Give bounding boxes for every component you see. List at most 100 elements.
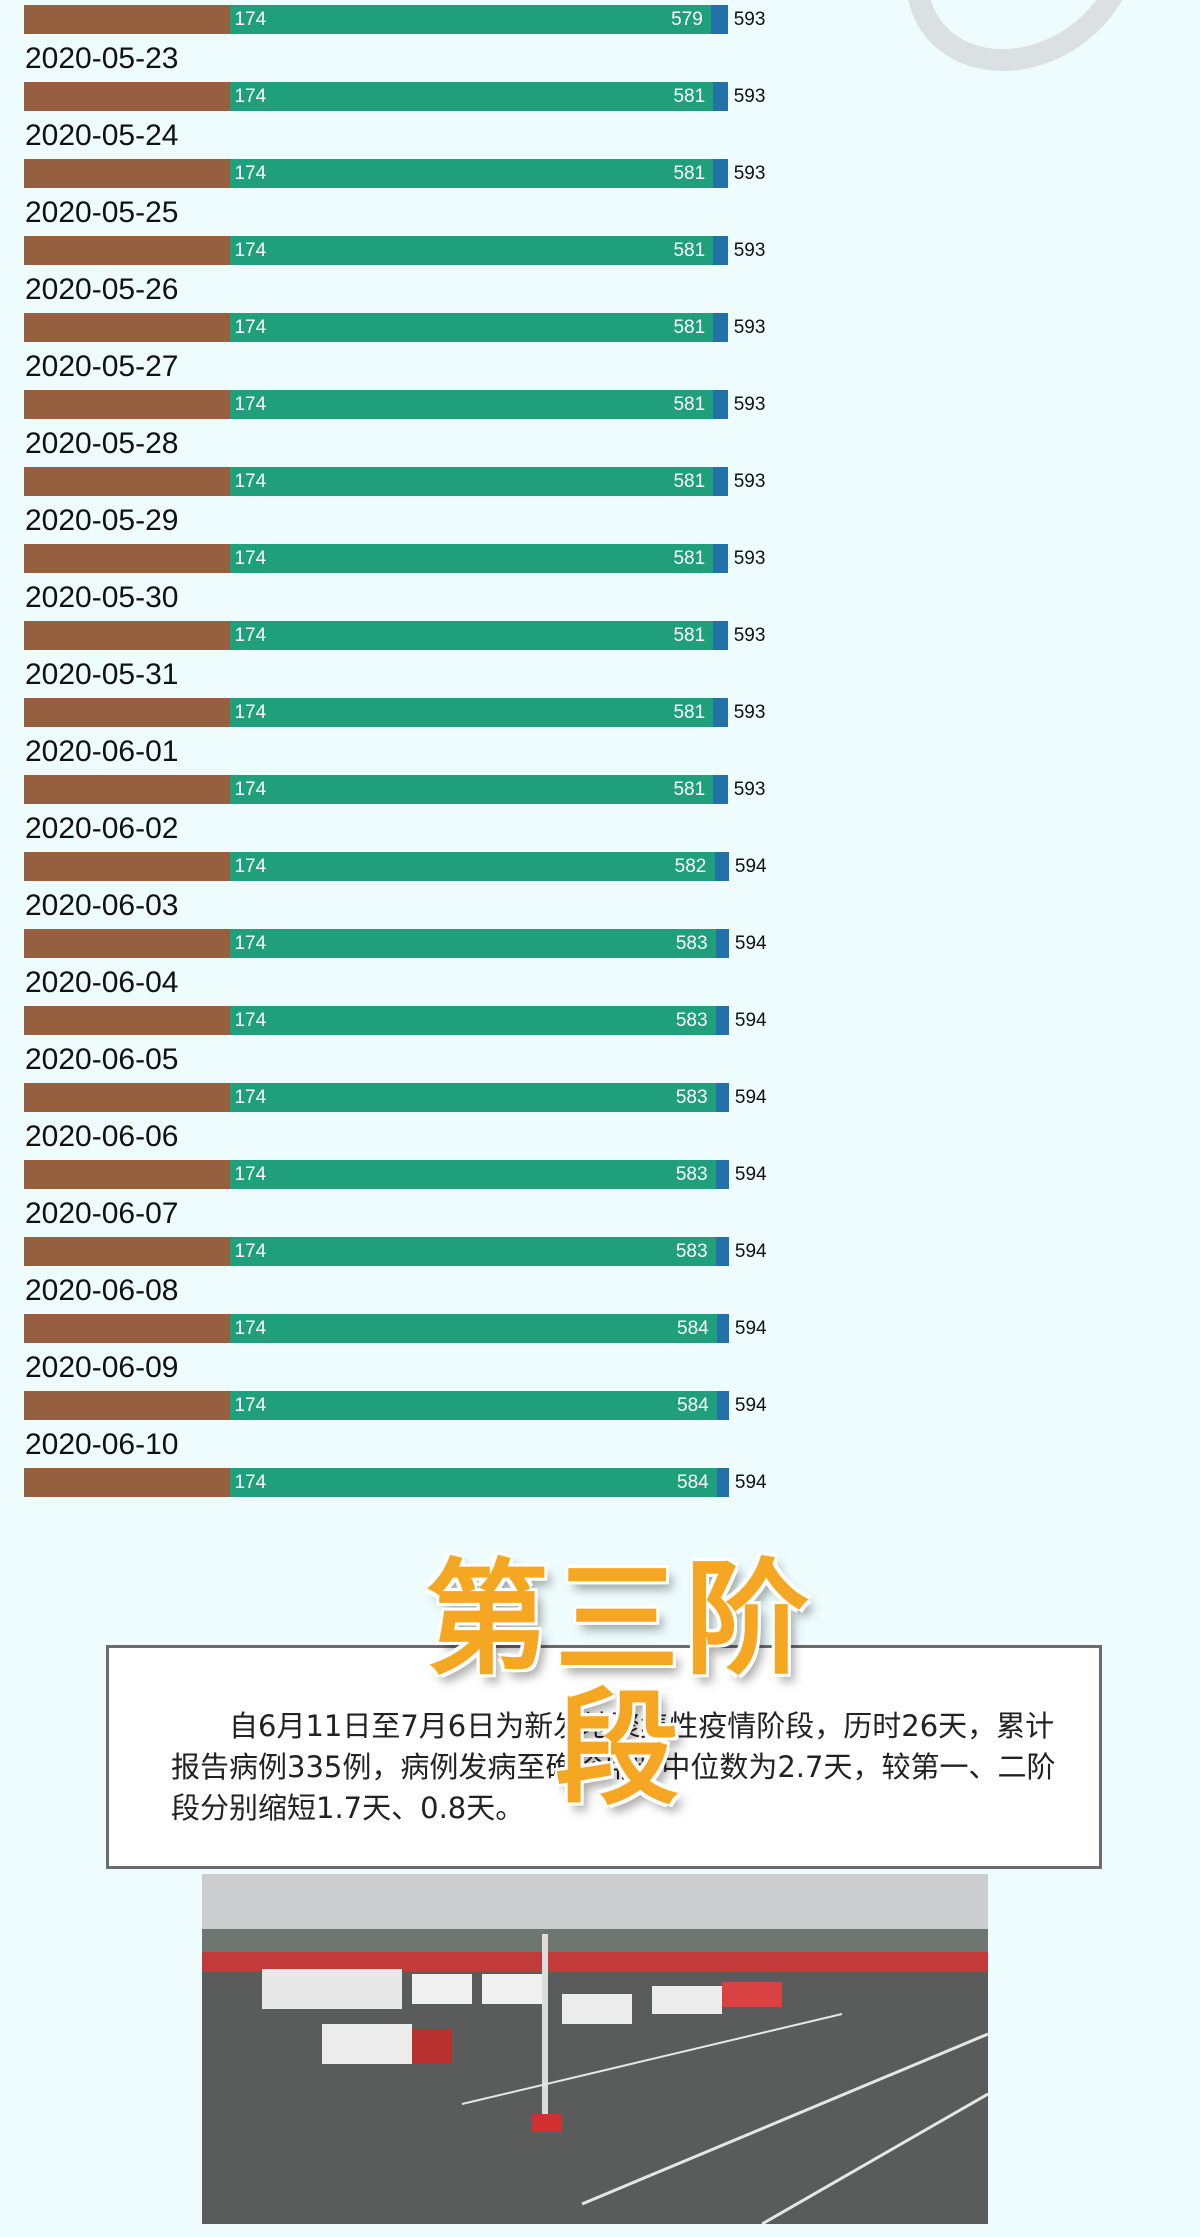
bar-mid-label: 581: [673, 163, 706, 184]
bar-start-label: 174: [234, 779, 267, 800]
bar-start-segment: [24, 159, 231, 188]
date-label: 2020-06-02: [25, 812, 179, 845]
date-label: 2020-06-10: [25, 1428, 179, 1461]
bar-mid-label: 582: [674, 856, 707, 877]
bar-start-segment: [24, 929, 231, 958]
stage-description-box: 自6月11日至7月6日为新发地聚集性疫情阶段，历时26天，累计报告病例335例，…: [106, 1645, 1102, 1869]
bar-total-label: 593: [733, 779, 766, 800]
date-label: 2020-05-25: [25, 196, 179, 229]
bar-total-label: 593: [733, 317, 766, 338]
bar-start-segment: [24, 775, 231, 804]
bar-mid-label: 583: [675, 1010, 708, 1031]
bar-start-label: 174: [234, 163, 267, 184]
bar-total-label: 593: [733, 9, 766, 30]
bar-mid-label: 583: [675, 933, 708, 954]
bar-mid-label: 581: [673, 779, 706, 800]
bar-total-label: 594: [734, 1010, 767, 1031]
bar-row: 174 583 594: [24, 1083, 767, 1112]
bar-mid-label: 581: [673, 471, 706, 492]
bar-row: 174 581 593: [24, 236, 765, 265]
bar-start-segment: [24, 236, 231, 265]
bar-start-segment: [24, 1391, 231, 1420]
bar-mid-label: 581: [673, 625, 706, 646]
bar-row: 174 581 593: [24, 390, 765, 419]
stage-title: 第三阶段: [424, 1548, 815, 1822]
bar-start-segment: [24, 1006, 231, 1035]
bar-mid-label: 584: [677, 1395, 709, 1416]
bar-mid-label: 581: [673, 394, 706, 415]
bar-start-segment: [24, 621, 231, 650]
bar-start-segment: [24, 544, 231, 573]
bar-start-segment: [24, 5, 231, 34]
bar-total-label: 593: [733, 86, 766, 107]
bar-start-label: 174: [234, 548, 267, 569]
bar-start-label: 174: [234, 1241, 267, 1262]
bar-row: 174 579 593: [24, 5, 765, 34]
bar-start-label: 174: [234, 1164, 267, 1185]
bar-row: 174 581 593: [24, 82, 765, 111]
date-label: 2020-06-04: [25, 966, 179, 999]
bar-total-label: 594: [734, 933, 767, 954]
bar-row: 174 581 593: [24, 313, 765, 342]
bar-total-label: 593: [733, 471, 766, 492]
bar-start-label: 174: [234, 86, 267, 107]
bar-start-label: 174: [234, 1087, 267, 1108]
date-label: 2020-05-31: [25, 658, 179, 691]
bar-start-segment: [24, 852, 231, 881]
bar-row: 174 584 594: [24, 1391, 767, 1420]
bar-mid-label: 583: [675, 1087, 708, 1108]
date-label: 2020-06-01: [25, 735, 179, 768]
date-label: 2020-05-27: [25, 350, 179, 383]
bar-start-segment: [24, 1160, 231, 1189]
bar-start-segment: [24, 1468, 231, 1497]
bar-total-label: 594: [734, 1164, 767, 1185]
bar-total-label: 593: [733, 625, 766, 646]
bar-total-label: 594: [734, 1241, 767, 1262]
bar-mid-label: 584: [677, 1472, 709, 1493]
bar-start-label: 174: [234, 9, 267, 30]
bar-mid-label: 579: [671, 9, 703, 30]
date-label: 2020-06-03: [25, 889, 179, 922]
bar-total-label: 593: [733, 702, 766, 723]
bar-row: 174 584 594: [24, 1468, 767, 1497]
date-label: 2020-06-09: [25, 1351, 179, 1384]
bar-mid-label: 583: [675, 1164, 708, 1185]
bar-start-segment: [24, 390, 231, 419]
bar-start-label: 174: [234, 702, 267, 723]
date-label: 2020-05-24: [25, 119, 179, 152]
stage-description: 自6月11日至7月6日为新发地聚集性疫情阶段，历时26天，累计报告病例335例，…: [171, 1709, 1056, 1825]
bar-row: 174 581 593: [24, 159, 765, 188]
date-label: 2020-05-28: [25, 427, 179, 460]
bar-row: 174 581 593: [24, 467, 765, 496]
bar-start-label: 174: [234, 240, 267, 261]
bar-start-segment: [24, 313, 231, 342]
bar-mid-label: 581: [673, 86, 706, 107]
bar-row: 174 583 594: [24, 929, 767, 958]
bar-row: 174 584 594: [24, 1314, 767, 1343]
stacked-bar-chart: 174 579 593 2020-05-23 174 581 593 2020-05-24 17…: [24, 5, 767, 1497]
bar-start-label: 174: [234, 856, 267, 877]
date-label: 2020-06-05: [25, 1043, 179, 1076]
bar-total-label: 593: [733, 548, 766, 569]
date-label: 2020-05-23: [25, 42, 179, 75]
bar-mid-label: 581: [673, 702, 706, 723]
bar-total-label: 593: [733, 240, 766, 261]
bar-start-segment: [24, 1083, 231, 1112]
bar-start-label: 174: [234, 625, 267, 646]
bar-row: 174 581 593: [24, 544, 765, 573]
bar-mid-label: 584: [677, 1318, 709, 1339]
bar-mid-label: 581: [673, 317, 706, 338]
bar-row: 174 583 594: [24, 1237, 767, 1266]
bar-start-segment: [24, 1314, 231, 1343]
bar-total-label: 594: [734, 856, 767, 877]
bar-start-label: 174: [234, 933, 267, 954]
bar-row: 174 582 594: [24, 852, 767, 881]
bar-start-label: 174: [234, 317, 267, 338]
bar-start-label: 174: [234, 471, 267, 492]
date-label: 2020-05-26: [25, 273, 179, 306]
bar-row: 174 581 593: [24, 621, 765, 650]
bar-mid-label: 583: [675, 1241, 708, 1262]
bar-total-label: 594: [734, 1318, 767, 1339]
date-label: 2020-06-08: [25, 1274, 179, 1307]
bar-row: 174 581 593: [24, 698, 765, 727]
